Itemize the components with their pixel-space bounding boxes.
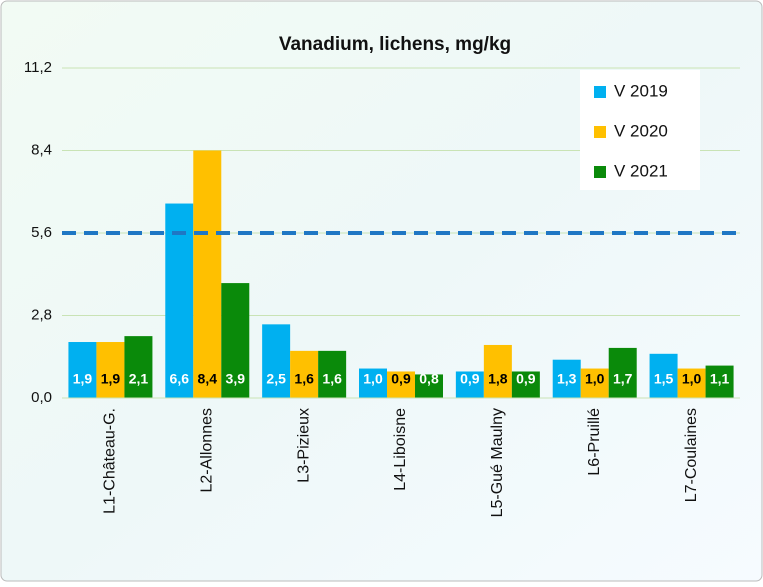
data-label: 3,9 (226, 371, 246, 387)
bar (165, 203, 194, 398)
data-label: 6,6 (170, 371, 190, 387)
data-label: 8,4 (198, 371, 218, 387)
bar (552, 359, 581, 398)
bar (511, 371, 540, 398)
bar (649, 353, 678, 398)
bar (415, 374, 443, 398)
data-label: 1,1 (710, 371, 730, 387)
data-label: 0,9 (391, 371, 411, 387)
bar (455, 371, 484, 398)
y-tick-label: 11,2 (24, 59, 52, 76)
y-tick-label: 5,6 (31, 224, 52, 241)
data-label: 0,9 (460, 371, 480, 387)
legend-label: V 2021 (614, 161, 668, 180)
data-label: 1,0 (585, 371, 605, 387)
data-label: 1,0 (363, 371, 383, 387)
y-tick-label: 0,0 (31, 389, 52, 406)
bar (705, 365, 734, 398)
legend-label: V 2020 (614, 121, 668, 140)
x-tick-label: L1-Château-G. (102, 408, 119, 514)
bar (387, 371, 415, 398)
data-label: 1,9 (73, 371, 93, 387)
data-label: 2,1 (129, 371, 149, 387)
bar (221, 283, 250, 398)
bar (193, 150, 222, 398)
bar (483, 344, 512, 398)
chart-title: Vanadium, lichens, mg/kg (279, 34, 511, 55)
data-label: 1,8 (488, 371, 508, 387)
legend-swatch (594, 86, 606, 98)
data-label: 1,0 (682, 371, 702, 387)
bar (262, 324, 291, 398)
bar (68, 342, 97, 398)
bar (96, 342, 125, 398)
bar (359, 368, 387, 398)
data-label: 0,8 (419, 371, 439, 387)
data-label: 1,9 (101, 371, 121, 387)
data-label: 1,6 (294, 371, 314, 387)
data-label: 0,9 (516, 371, 536, 387)
bar (608, 347, 637, 398)
data-label: 1,5 (654, 371, 674, 387)
bar (124, 336, 153, 398)
data-label: 1,6 (322, 371, 342, 387)
x-tick-label: L3-Pizieux (295, 408, 312, 483)
bar (290, 350, 319, 398)
legend-swatch (594, 126, 606, 138)
x-tick-label: L7-Coulaines (683, 408, 700, 502)
bar (677, 368, 706, 398)
y-tick-label: 2,8 (31, 306, 52, 323)
y-tick-label: 8,4 (31, 141, 52, 158)
x-tick-label: L2-Allonnes (199, 408, 216, 493)
bar (318, 350, 347, 398)
data-label: 2,5 (266, 371, 286, 387)
legend-label: V 2019 (614, 81, 668, 100)
data-label: 1,3 (557, 371, 577, 387)
data-label: 1,7 (613, 371, 633, 387)
legend-swatch (594, 166, 606, 178)
x-tick-label: L4-Liboisne (392, 408, 409, 491)
x-tick-label: L6-Pruillé (586, 408, 603, 476)
x-tick-label: L5-Gué Maulny (489, 408, 506, 517)
bar (580, 368, 609, 398)
